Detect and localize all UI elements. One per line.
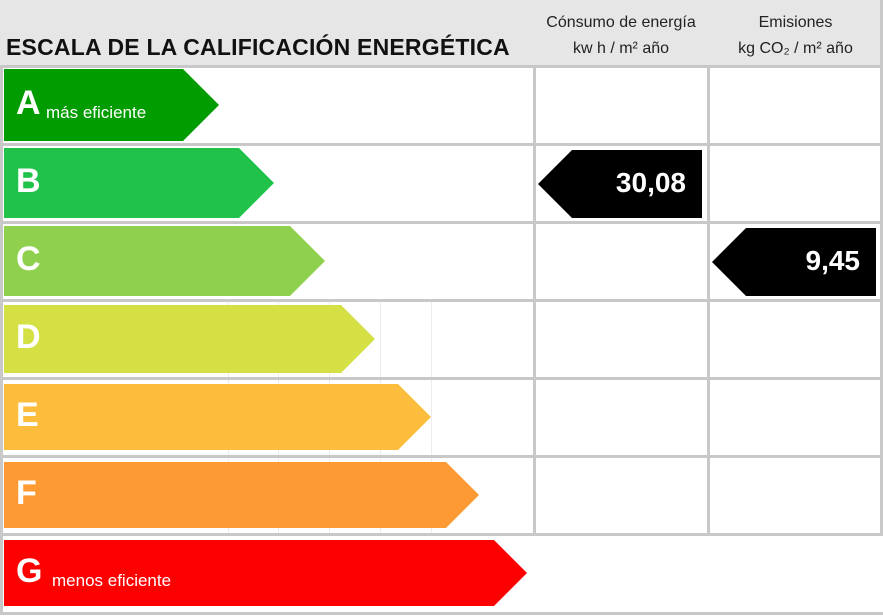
rating-arrow-shape-c bbox=[4, 226, 325, 296]
row-divider-0 bbox=[0, 65, 883, 68]
rating-arrow-shape-e bbox=[4, 384, 431, 450]
column-divider-1 bbox=[533, 65, 536, 535]
rating-sublabel-a: más eficiente bbox=[46, 103, 147, 122]
rating-arrow-fill-g bbox=[4, 540, 527, 606]
consumo-indicator: 30,08 bbox=[538, 150, 702, 218]
rating-arrow-shape-g bbox=[4, 540, 527, 606]
rating-arrow-b: B bbox=[4, 148, 274, 218]
rating-letter-e: E bbox=[16, 396, 39, 434]
row-divider-3 bbox=[0, 299, 883, 302]
row-divider-1 bbox=[0, 143, 883, 146]
consumption-header-line2: kw h / m² año bbox=[572, 40, 670, 57]
emisiones-indicator-shape bbox=[712, 228, 876, 296]
rating-arrow-shape-a bbox=[4, 69, 219, 141]
rating-letter-f: F bbox=[16, 474, 37, 512]
rating-arrow-shape-d bbox=[4, 305, 375, 373]
rating-arrow-fill-b bbox=[4, 148, 274, 218]
rating-arrow-shape-f bbox=[4, 462, 479, 528]
emisiones-indicator: 9,45 bbox=[712, 228, 876, 296]
guide-line-4 bbox=[431, 300, 432, 534]
row-divider-bottom bbox=[0, 612, 883, 615]
left-border bbox=[0, 65, 3, 614]
emissions-header-line2: kg CO₂ / m² año bbox=[738, 40, 853, 57]
rating-arrow-fill-a bbox=[4, 69, 219, 141]
rating-arrow-fill-d bbox=[4, 305, 375, 373]
row-divider-5 bbox=[0, 455, 883, 458]
column-divider-2 bbox=[707, 65, 710, 535]
emisiones-value: 9,45 bbox=[805, 245, 861, 276]
rating-letter-a: A bbox=[16, 84, 41, 122]
rating-arrow-fill-f bbox=[4, 462, 479, 528]
rating-letter-c: C bbox=[16, 240, 41, 278]
emissions-header-line1: Emisiones bbox=[758, 14, 833, 31]
rating-letter-g: G bbox=[16, 552, 43, 590]
rating-arrow-e: E bbox=[4, 384, 431, 450]
row-divider-4 bbox=[0, 377, 883, 380]
rating-arrow-f: F bbox=[4, 462, 479, 528]
rating-arrow-fill-c bbox=[4, 226, 325, 296]
consumption-header-line1: Cónsumo de energía bbox=[546, 14, 696, 31]
rating-arrow-fill-e bbox=[4, 384, 431, 450]
rating-arrow-shape-b bbox=[4, 148, 274, 218]
rating-letter-d: D bbox=[16, 318, 41, 356]
emissions-column-header: Emisiones kg CO₂ / m² año bbox=[708, 10, 883, 62]
page-title: ESCALA DE LA CALIFICACIÓN ENERGÉTICA bbox=[6, 34, 510, 60]
right-border bbox=[880, 0, 883, 535]
row-divider-6 bbox=[0, 533, 883, 536]
row-divider-2 bbox=[0, 221, 883, 224]
header-band bbox=[0, 0, 883, 66]
rating-sublabel-g: menos eficiente bbox=[52, 571, 172, 590]
rating-letter-b: B bbox=[16, 162, 41, 200]
rating-arrow-d: D bbox=[4, 305, 375, 373]
rating-arrow-c: C bbox=[4, 226, 325, 296]
consumption-column-header: Cónsumo de energía kw h / m² año bbox=[534, 10, 708, 62]
consumo-indicator-shape bbox=[538, 150, 702, 218]
consumo-value: 30,08 bbox=[615, 167, 686, 198]
